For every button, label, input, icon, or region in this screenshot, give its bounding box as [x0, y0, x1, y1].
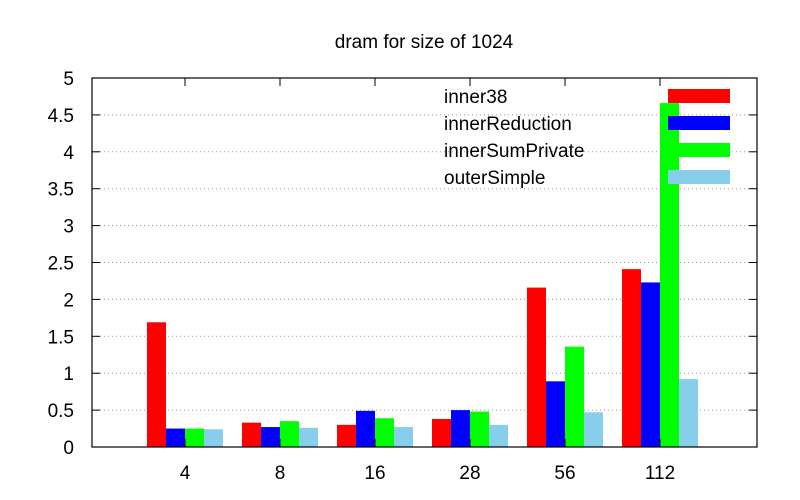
- x-tick-label: 8: [275, 463, 286, 484]
- legend-swatch: [668, 116, 730, 130]
- legend-swatch: [668, 89, 730, 103]
- bar-outerSimple-16: [394, 427, 413, 447]
- bar-outerSimple-56: [584, 412, 603, 447]
- legend-label: outerSimple: [444, 168, 545, 189]
- grid-layer: [92, 114, 757, 411]
- bar-inner38-56: [527, 287, 546, 447]
- bar-innerSumPrivate-8: [280, 421, 299, 447]
- bar-layer: [147, 103, 698, 447]
- x-tick-label: 28: [459, 463, 480, 484]
- bar-outerSimple-4: [204, 429, 223, 447]
- bar-innerSumPrivate-112: [660, 103, 679, 447]
- bar-innerSumPrivate-4: [185, 428, 204, 447]
- bar-inner38-16: [337, 424, 356, 447]
- bar-inner38-28: [432, 418, 451, 447]
- legend-swatch: [668, 143, 730, 157]
- y-tick-label: 4.5: [48, 106, 74, 127]
- y-tick-label: 3: [63, 217, 74, 238]
- y-tick-label: 1: [63, 364, 74, 385]
- x-tick-label: 4: [180, 463, 191, 484]
- legend-label: inner38: [444, 87, 507, 108]
- bar-innerSumPrivate-16: [375, 418, 394, 447]
- bar-innerReduction-16: [356, 410, 375, 447]
- y-tick-label: 5: [63, 69, 74, 90]
- x-axis: 4 8 16 28 56 112: [180, 78, 675, 484]
- bar-outerSimple-8: [299, 427, 318, 447]
- y-tick-label: 1.5: [48, 327, 74, 348]
- bar-innerSumPrivate-28: [470, 411, 489, 447]
- bar-outerSimple-112: [679, 379, 698, 447]
- chart-title: dram for size of 1024: [335, 32, 514, 53]
- y-tick-label: 4: [63, 143, 74, 164]
- bar-innerReduction-28: [451, 410, 470, 447]
- y-tick-label: 0.5: [48, 401, 74, 422]
- bar-inner38-8: [242, 422, 261, 447]
- legend: inner38 innerReduction innerSumPrivate oute…: [444, 87, 730, 189]
- y-tick-label: 0: [63, 438, 74, 459]
- x-tick-label: 16: [364, 463, 385, 484]
- bar-innerSumPrivate-56: [565, 346, 584, 447]
- bar-inner38-4: [147, 322, 166, 447]
- legend-label: innerReduction: [444, 114, 572, 135]
- bar-outerSimple-28: [489, 424, 508, 447]
- y-tick-label: 3.5: [48, 180, 74, 201]
- bar-innerReduction-112: [641, 282, 660, 447]
- legend-label: innerSumPrivate: [444, 141, 584, 162]
- bar-innerReduction-56: [546, 381, 565, 447]
- y-axis: 0 0.5 1 1.5 2 2.5 3 3.5 4 4.5 5: [48, 69, 757, 459]
- bar-innerReduction-8: [261, 427, 280, 447]
- x-tick-label: 56: [554, 463, 575, 484]
- bar-innerReduction-4: [166, 428, 185, 447]
- y-tick-label: 2: [63, 290, 74, 311]
- bar-inner38-112: [622, 269, 641, 447]
- x-tick-label: 112: [645, 463, 675, 484]
- y-tick-label: 2.5: [48, 254, 74, 275]
- legend-swatch: [668, 170, 730, 184]
